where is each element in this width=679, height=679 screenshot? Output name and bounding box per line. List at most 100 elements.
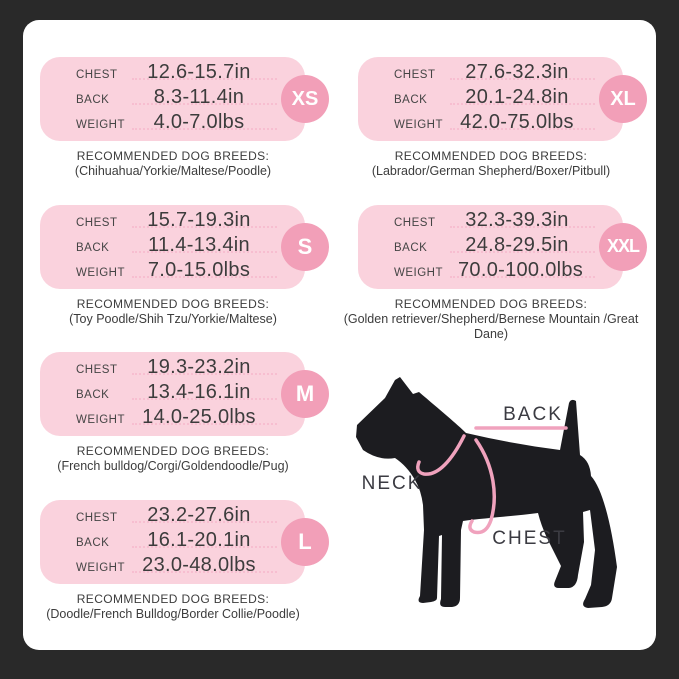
measurement-label: CHEST xyxy=(76,216,118,229)
measurement-row: BACK 20.1-24.8in xyxy=(394,86,609,111)
breeds-list: (Doodle/French Bulldog/Border Collie/Poo… xyxy=(46,606,300,621)
measurement-value: 4.0-7.0lbs xyxy=(153,111,245,133)
measurement-label: CHEST xyxy=(76,69,118,81)
measurement-row: BACK 16.1-20.1in xyxy=(76,529,291,554)
measurement-label: BACK xyxy=(76,536,110,549)
breeds-note: RECOMMENDED DOG BREEDS: (Toy Poodle/Shih… xyxy=(23,297,323,328)
measurement-row: BACK 8.3-11.4in xyxy=(76,86,291,111)
harness-neck-strap xyxy=(416,434,466,476)
breeds-note: RECOMMENDED DOG BREEDS: (Golden retrieve… xyxy=(341,297,641,343)
measurement-value: 16.1-20.1in xyxy=(147,528,251,551)
measurement-value: 70.0-100.0lbs xyxy=(458,258,584,281)
breeds-title: RECOMMENDED DOG BREEDS: xyxy=(76,149,270,163)
measurement-label: WEIGHT xyxy=(76,561,125,574)
measurement-row: WEIGHT 7.0-15.0lbs xyxy=(76,259,291,284)
measurement-value: 23.2-27.6in xyxy=(147,503,251,526)
measurement-row: WEIGHT 42.0-75.0lbs xyxy=(394,111,609,136)
back-label: BACK xyxy=(503,404,563,425)
measurement-label: WEIGHT xyxy=(76,266,125,279)
measurement-value: 8.3-11.4in xyxy=(153,86,245,108)
breeds-note: RECOMMENDED DOG BREEDS: (Chihuahua/Yorki… xyxy=(23,149,323,180)
measurement-label: WEIGHT xyxy=(76,414,125,427)
size-card: CHEST 32.3-39.3in BACK 24.8-29.5in WEIGH… xyxy=(358,204,647,289)
size-badge: XL xyxy=(599,75,647,123)
breeds-list: (Chihuahua/Yorkie/Maltese/Poodle) xyxy=(74,164,272,178)
size-badge: L xyxy=(281,517,329,566)
size-card: CHEST 23.2-27.6in BACK 16.1-20.1in WEIGH… xyxy=(40,499,329,584)
measurement-row: CHEST 19.3-23.2in xyxy=(76,356,291,381)
chest-label: CHEST xyxy=(492,528,567,549)
measurement-row: CHEST 15.7-19.3in xyxy=(76,209,291,234)
size-badge: M xyxy=(281,370,329,419)
size-card: CHEST 19.3-23.2in BACK 13.4-16.1in WEIGH… xyxy=(40,352,329,437)
measurement-row: BACK 24.8-29.5in xyxy=(394,234,609,259)
measurement-row: WEIGHT 23.0-48.0lbs xyxy=(76,554,291,579)
measurement-value: 15.7-19.3in xyxy=(147,208,251,231)
breeds-list: (French bulldog/Corgi/Goldendoodle/Pug) xyxy=(57,459,289,474)
size-block-xs: CHEST 12.6-15.7in BACK 8.3-11.4in WEIGHT… xyxy=(40,57,329,180)
column-right: CHEST 27.6-32.3in BACK 20.1-24.8in WEIGH… xyxy=(344,57,647,368)
breeds-title: RECOMMENDED DOG BREEDS: xyxy=(394,296,588,311)
measurement-label: CHEST xyxy=(394,69,436,81)
measurement-label: WEIGHT xyxy=(394,266,443,279)
breeds-title: RECOMMENDED DOG BREEDS: xyxy=(76,296,270,311)
breeds-list: (Golden retriever/Shepherd/Bernese Mount… xyxy=(343,311,639,342)
measurement-value: 24.8-29.5in xyxy=(465,233,569,256)
breeds-note: RECOMMENDED DOG BREEDS: (French bulldog/… xyxy=(23,444,323,475)
harness-girth-strap xyxy=(468,438,496,535)
size-card: CHEST 15.7-19.3in BACK 11.4-13.4in WEIGH… xyxy=(40,204,329,289)
measurement-row: CHEST 12.6-15.7in xyxy=(76,61,291,86)
measurement-row: CHEST 23.2-27.6in xyxy=(76,504,291,529)
measurement-value: 19.3-23.2in xyxy=(147,356,251,379)
measurement-label: BACK xyxy=(76,241,110,254)
measurement-label: CHEST xyxy=(394,216,436,229)
measurement-label: WEIGHT xyxy=(394,119,443,131)
measurement-value: 14.0-25.0lbs xyxy=(142,406,256,429)
measurement-label: CHEST xyxy=(76,511,118,524)
breeds-list: (Labrador/German Shepherd/Boxer/Pitbull) xyxy=(371,164,611,178)
size-chart-panel: CHEST 12.6-15.7in BACK 8.3-11.4in WEIGHT… xyxy=(23,20,656,650)
breeds-title: RECOMMENDED DOG BREEDS: xyxy=(76,591,270,606)
measurement-value: 32.3-39.3in xyxy=(465,208,569,231)
breeds-note: RECOMMENDED DOG BREEDS: (Labrador/German… xyxy=(341,149,641,180)
measurement-row: WEIGHT 14.0-25.0lbs xyxy=(76,406,291,431)
measurement-row: BACK 13.4-16.1in xyxy=(76,381,291,406)
measurement-value: 13.4-16.1in xyxy=(147,381,251,404)
size-badge: XS xyxy=(281,75,329,123)
measurement-value: 23.0-48.0lbs xyxy=(142,553,256,576)
size-card: CHEST 27.6-32.3in BACK 20.1-24.8in WEIGH… xyxy=(358,57,647,141)
measurement-value: 12.6-15.7in xyxy=(147,61,251,83)
size-card: CHEST 12.6-15.7in BACK 8.3-11.4in WEIGHT… xyxy=(40,57,329,141)
dog-diagram: BACK NECK CHEST xyxy=(345,370,630,615)
measurement-label: CHEST xyxy=(76,364,118,377)
column-left: CHEST 12.6-15.7in BACK 8.3-11.4in WEIGHT… xyxy=(40,57,329,648)
size-badge: XXL xyxy=(599,222,647,271)
dog-silhouette xyxy=(356,377,617,608)
measurement-label: WEIGHT xyxy=(76,119,125,131)
measurement-label: BACK xyxy=(76,94,110,106)
measurement-row: BACK 11.4-13.4in xyxy=(76,234,291,259)
measurement-label: BACK xyxy=(394,241,428,254)
breeds-title: RECOMMENDED DOG BREEDS: xyxy=(76,444,270,459)
breeds-list: (Toy Poodle/Shih Tzu/Yorkie/Maltese) xyxy=(69,311,277,326)
measurement-row: WEIGHT 70.0-100.0lbs xyxy=(394,259,609,284)
measurement-value: 27.6-32.3in xyxy=(465,61,569,83)
measurement-label: BACK xyxy=(394,94,428,106)
measurement-value: 11.4-13.4in xyxy=(148,233,250,256)
breeds-note: RECOMMENDED DOG BREEDS: (Doodle/French B… xyxy=(23,592,323,623)
measurement-row: WEIGHT 4.0-7.0lbs xyxy=(76,111,291,136)
measurement-row: CHEST 32.3-39.3in xyxy=(394,209,609,234)
size-block-s: CHEST 15.7-19.3in BACK 11.4-13.4in WEIGH… xyxy=(40,204,329,328)
measurement-value: 42.0-75.0lbs xyxy=(460,111,574,133)
measurement-value: 7.0-15.0lbs xyxy=(147,258,251,281)
dog-body-shape xyxy=(356,377,617,608)
size-block-xl: CHEST 27.6-32.3in BACK 20.1-24.8in WEIGH… xyxy=(358,57,647,180)
measurement-value: 20.1-24.8in xyxy=(465,86,569,108)
size-block-l: CHEST 23.2-27.6in BACK 16.1-20.1in WEIGH… xyxy=(40,499,329,623)
size-block-m: CHEST 19.3-23.2in BACK 13.4-16.1in WEIGH… xyxy=(40,352,329,475)
size-badge: S xyxy=(281,222,329,271)
breeds-title: RECOMMENDED DOG BREEDS: xyxy=(394,149,588,163)
size-block-xxl: CHEST 32.3-39.3in BACK 24.8-29.5in WEIGH… xyxy=(344,204,647,343)
measurement-label: BACK xyxy=(76,389,110,402)
